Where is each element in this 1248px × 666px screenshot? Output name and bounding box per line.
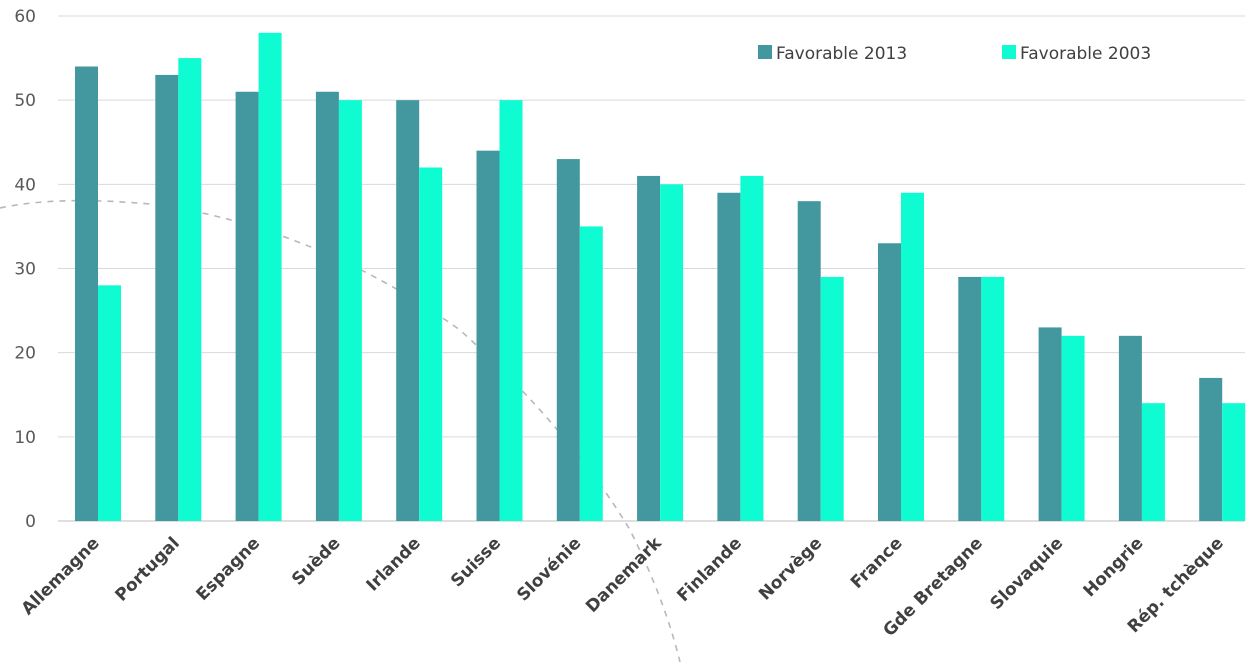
x-tick-label: Allemagne [18, 533, 104, 619]
bar-favorable-2013 [556, 159, 580, 522]
bar-favorable-2003 [1141, 403, 1165, 521]
x-tick-label: Portugal [112, 533, 184, 605]
legend-swatch [758, 45, 772, 59]
bar-favorable-2013 [155, 74, 179, 522]
y-tick-label: 40 [14, 175, 36, 195]
x-axis: Allemagne Portugal Espagne Suède Irlande Suis… [18, 533, 1228, 641]
x-tick-label: Danemark [582, 533, 666, 617]
y-tick-label: 10 [14, 428, 36, 448]
x-tick-label: Norvège [755, 533, 826, 604]
x-tick-label: Irlande [363, 533, 425, 595]
x-tick-label: Slovénie [513, 533, 585, 605]
x-tick-label: Slovaquie [987, 533, 1068, 614]
bar-favorable-2003 [1222, 403, 1246, 521]
x-tick-label: Finlande [673, 533, 746, 606]
bar-favorable-2013 [476, 150, 500, 521]
y-tick-label: 20 [14, 344, 36, 364]
legend-swatch [1002, 45, 1016, 59]
bar-favorable-2013 [1199, 377, 1223, 521]
y-tick-label: 0 [25, 512, 36, 532]
bar-favorable-2003 [660, 184, 684, 522]
y-tick-label: 50 [14, 91, 36, 111]
bar-favorable-2013 [958, 276, 982, 521]
bar-favorable-2003 [901, 192, 924, 521]
bar-favorable-2013 [878, 243, 901, 521]
bar-favorable-2013 [75, 66, 98, 521]
x-tick-label: Suède [288, 533, 344, 589]
bar-favorable-2013 [717, 192, 741, 521]
x-tick-label: Suisse [447, 533, 505, 591]
legend: Favorable 2013 Favorable 2003 [758, 44, 1151, 64]
decorative-arc [0, 199, 681, 663]
bar-favorable-2003 [258, 32, 282, 521]
bar-favorable-2003 [338, 100, 362, 522]
y-axis: 0 10 20 30 40 50 60 [14, 7, 36, 532]
bar-favorable-2003 [178, 58, 202, 521]
x-tick-label: Hongrie [1080, 533, 1148, 601]
bar-favorable-2003 [981, 276, 1005, 521]
legend-label: Favorable 2013 [776, 44, 907, 64]
bar-favorable-2013 [235, 91, 259, 521]
x-tick-label: Espagne [193, 533, 265, 605]
bar-favorable-2003 [579, 226, 603, 521]
bar-favorable-2003 [1061, 335, 1085, 521]
x-tick-label: France [847, 533, 906, 592]
bar-favorable-2013 [797, 201, 821, 521]
bars-group [75, 32, 1246, 522]
bar-favorable-2003 [419, 167, 443, 521]
bar-favorable-2013 [315, 91, 339, 521]
bar-favorable-2013 [637, 175, 661, 521]
bar-favorable-2003 [820, 276, 844, 521]
bar-favorable-2003 [740, 175, 764, 521]
y-tick-label: 30 [14, 260, 36, 280]
bar-favorable-2003 [98, 285, 121, 521]
y-tick-label: 60 [14, 7, 36, 27]
bar-favorable-2013 [1038, 327, 1062, 521]
legend-label: Favorable 2003 [1020, 44, 1151, 64]
bar-favorable-2003 [499, 100, 523, 522]
bar-favorable-2013 [396, 100, 420, 522]
bar-favorable-2013 [1118, 335, 1142, 521]
